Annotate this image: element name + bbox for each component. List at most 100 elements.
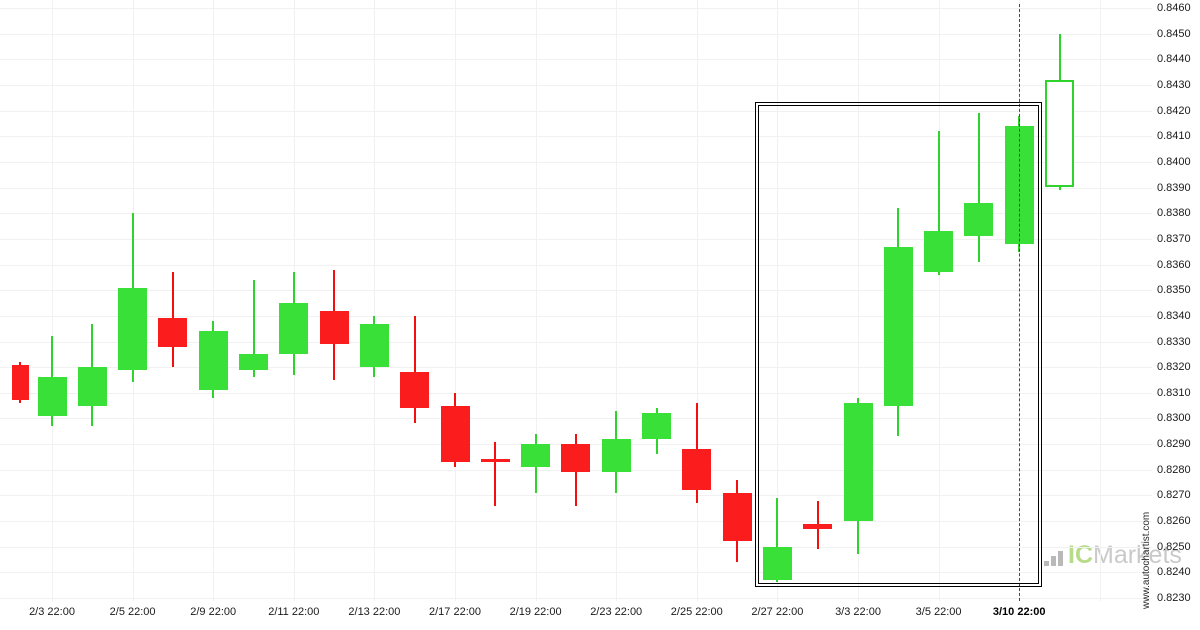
candle-body [561,444,591,473]
price-tick-label: 0.8410 [1157,130,1191,143]
candle-body [37,377,67,416]
date-tick-label: 2/9 22:00 [190,606,237,618]
grid-h-line [0,367,1152,369]
date-tick-label: 2/25 22:00 [670,606,723,618]
date-tick-label: 2/11 22:00 [268,606,320,618]
grid-h-line [0,264,1152,266]
price-tick-label: 0.8450 [1157,27,1191,40]
candle-body [1045,79,1074,188]
grid-v-line [374,0,376,601]
date-tick-label: 3/3 22:00 [835,606,881,618]
grid-h-line [0,418,1152,420]
candle-body [77,367,107,406]
candle-body [198,331,228,391]
candle-wick [977,113,980,262]
candle-body [400,372,430,409]
grid-v-line [696,0,698,601]
grid-h-line [0,136,1152,138]
grid-h-line [0,8,1152,9]
grid-h-line [0,598,1152,599]
candle-body [158,318,188,347]
price-tick-label: 0.8240 [1157,566,1191,579]
candle-body [682,449,712,491]
grid-h-line [0,521,1152,522]
price-tick-label: 0.8460 [1157,2,1191,14]
grid-v-line [52,0,53,601]
candle-body [924,231,954,273]
grid-h-line [0,110,1152,112]
candle-wick [494,441,497,506]
grid-v-line [535,0,537,601]
date-tick-label: 2/27 22:00 [751,606,804,618]
grid-h-line [0,238,1152,240]
candle-body [11,364,29,401]
grid-v-line [1099,0,1101,601]
price-tick-label: 0.8310 [1157,386,1191,399]
candle-body [964,202,994,237]
price-tick-label: 0.8280 [1157,463,1191,476]
price-tick-label: 0.8250 [1157,540,1191,553]
date-tick-label: 3/5 22:00 [915,606,962,618]
price-tick-label: 0.8290 [1157,438,1191,451]
grid-h-line [0,392,1152,394]
price-tick-label: 0.8270 [1157,489,1191,502]
grid-v-line [858,0,859,601]
pattern-highlight-rectangle [755,102,1042,587]
candle-body [480,459,510,462]
watermark-markets-text: Markets [1093,541,1182,569]
price-tick-label: 0.8430 [1157,79,1191,91]
candle-body [521,444,551,468]
grid-v-line [938,0,940,601]
candle-body [803,523,833,529]
candle-wick [937,131,940,275]
price-tick-label: 0.8350 [1157,284,1191,297]
candle-body [118,287,148,370]
candle-body [722,492,752,542]
grid-h-line [0,213,1152,215]
candle-body [883,246,913,406]
candle-body [279,303,309,355]
grid-h-line [0,315,1152,317]
price-tick-label: 0.8420 [1157,104,1191,117]
grid-v-line [777,0,779,601]
grid-h-line [0,572,1152,574]
price-tick-label: 0.8400 [1157,155,1191,168]
candle-body [359,323,389,368]
grid-h-line [0,341,1152,343]
grid-h-line [0,85,1152,86]
watermark-ic-text: IC [1068,541,1093,569]
candle-body [642,413,671,439]
date-tick-label: 2/23 22:00 [590,606,643,618]
grid-v-line [213,0,215,601]
price-tick-label: 0.8230 [1157,592,1191,604]
candle-body [239,354,268,370]
current-period-dashed-line [1019,4,1020,601]
candle-wick [413,315,416,424]
price-tick-label: 0.8370 [1157,232,1191,245]
candle-wick [776,497,779,583]
candle-body [319,310,349,344]
candle-wick [252,279,255,378]
price-tick-label: 0.8440 [1157,53,1191,66]
grid-v-line [455,0,456,601]
candle-body [440,405,470,462]
price-tick-label: 0.8390 [1157,181,1191,194]
price-tick-label: 0.8260 [1157,515,1191,527]
price-tick-label: 0.8340 [1157,309,1191,322]
grid-h-line [0,187,1152,189]
price-tick-label: 0.8360 [1157,258,1191,271]
date-tick-label: 2/3 22:00 [29,606,75,618]
price-tick-label: 0.8300 [1157,412,1191,425]
candle-body [601,438,631,473]
grid-h-line [0,290,1152,292]
date-tick-label: 3/10 22:00 [992,606,1046,618]
icmarkets-watermark: IC Markets [1044,541,1182,570]
grid-h-line [0,546,1152,548]
date-tick-label: 2/5 22:00 [109,606,156,618]
grid-h-line [0,33,1152,35]
grid-h-line [0,59,1152,61]
bar-chart-icon [1044,551,1065,570]
candle-body [843,403,873,521]
